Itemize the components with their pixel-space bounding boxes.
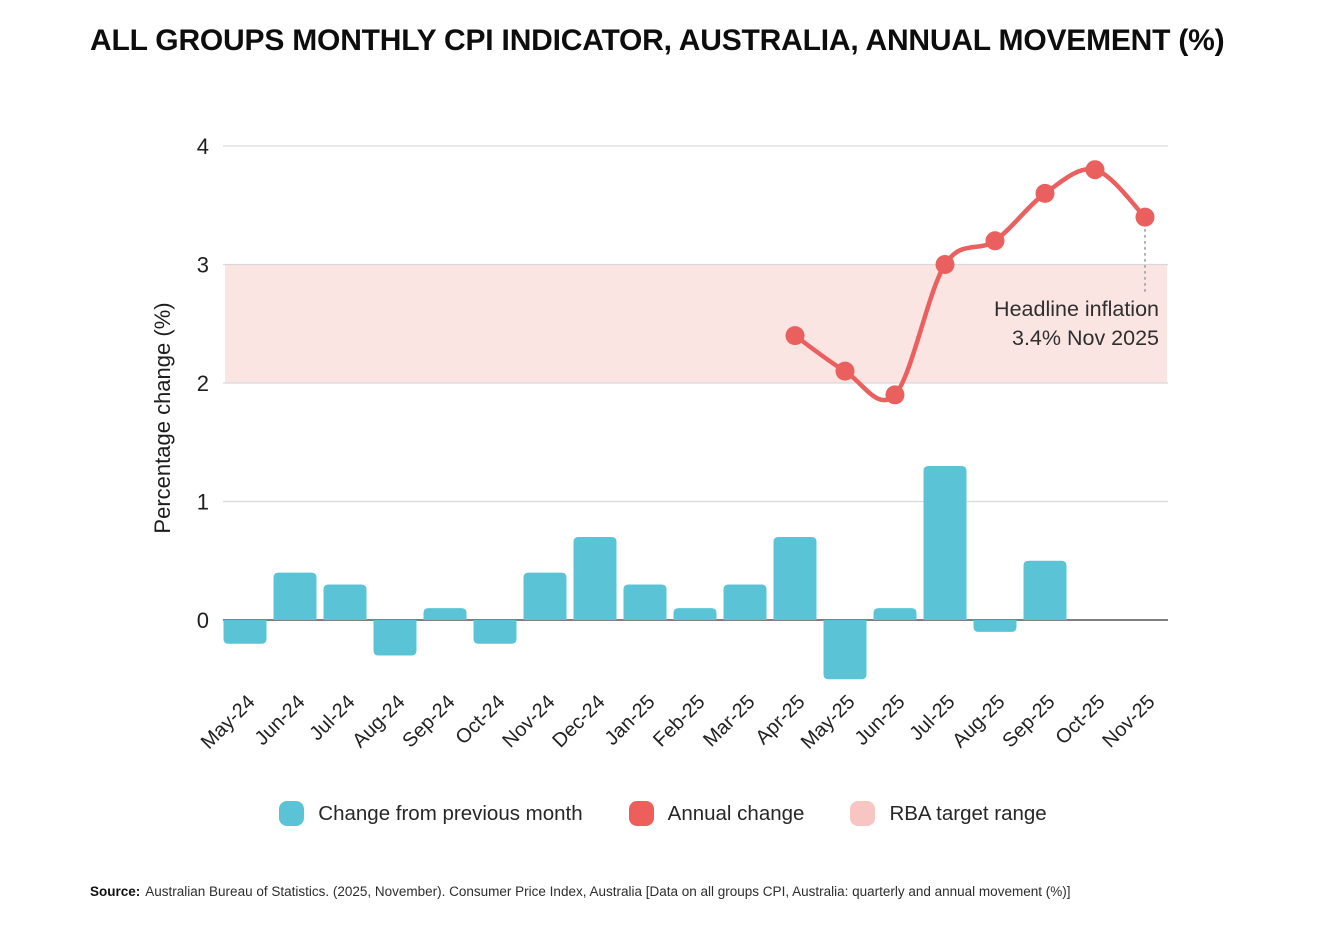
bar-Jun-25 xyxy=(873,608,917,620)
bar-Aug-24 xyxy=(373,620,417,656)
rba-band-rect xyxy=(225,264,1167,383)
x-tick-label: Sep-25 xyxy=(998,691,1059,752)
point-Sep-25 xyxy=(1035,183,1055,203)
bar-Sep-25 xyxy=(1023,560,1067,620)
bar-Nov-24 xyxy=(523,572,567,620)
legend-item-monthly-change: Change from previous month xyxy=(279,801,583,826)
x-tick-label: Jan-25 xyxy=(601,691,660,750)
x-tick-label: Aug-25 xyxy=(948,691,1009,752)
y-tick-label: 0 xyxy=(197,608,209,633)
legend-label: Change from previous month xyxy=(318,801,583,825)
x-axis-labels: May-24Jun-24Jul-24Aug-24Sep-24Oct-24Nov-… xyxy=(197,691,1160,754)
monthly-change-swatch-icon xyxy=(279,801,305,826)
bar-May-25 xyxy=(823,620,867,680)
x-tick-label: May-25 xyxy=(797,691,860,754)
bar-Aug-25 xyxy=(973,620,1017,632)
legend-label: RBA target range xyxy=(889,801,1047,825)
source-citation: Source: Australian Bureau of Statistics. … xyxy=(90,884,1270,899)
x-tick-label: Aug-24 xyxy=(348,691,409,752)
bar-Mar-25 xyxy=(723,584,767,620)
rba-range-swatch-icon xyxy=(850,801,876,826)
x-tick-label: Jun-25 xyxy=(851,691,910,750)
point-Jun-25 xyxy=(885,385,905,405)
bar-Feb-25 xyxy=(673,608,717,620)
y-axis-title: Percentage change (%) xyxy=(150,302,175,533)
bar-May-24 xyxy=(223,620,267,644)
source-text: Australian Bureau of Statistics. (2025, … xyxy=(145,884,1071,899)
source-label: Source: xyxy=(90,884,141,899)
monthly-change-bars xyxy=(223,465,1067,680)
x-tick-label: Jun-24 xyxy=(251,691,310,750)
y-tick-label: 3 xyxy=(197,253,209,278)
y-tick-label: 1 xyxy=(197,490,209,515)
x-tick-label: Nov-24 xyxy=(498,691,559,752)
bar-Sep-24 xyxy=(423,608,467,620)
y-tick-label: 2 xyxy=(197,371,209,396)
point-Apr-25 xyxy=(785,326,805,346)
annotation-line2: 3.4% Nov 2025 xyxy=(1012,326,1159,350)
point-Nov-25 xyxy=(1135,207,1155,227)
bar-Oct-24 xyxy=(473,620,517,644)
bar-Jul-25 xyxy=(923,465,967,620)
x-tick-label: Mar-25 xyxy=(699,691,759,751)
point-May-25 xyxy=(835,361,855,381)
legend-item-rba-range: RBA target range xyxy=(850,801,1047,826)
x-tick-label: Dec-24 xyxy=(548,691,609,752)
bar-Dec-24 xyxy=(573,537,617,620)
bar-Jan-25 xyxy=(623,584,667,620)
annotation-line1: Headline inflation xyxy=(994,297,1159,321)
page-title: ALL GROUPS MONTHLY CPI INDICATOR, AUSTRA… xyxy=(90,24,1225,57)
y-axis-labels: 0 1 2 3 4 xyxy=(197,134,209,633)
x-tick-label: Nov-25 xyxy=(1098,691,1159,752)
legend-label: Annual change xyxy=(667,801,805,825)
bar-Apr-25 xyxy=(773,537,817,620)
y-tick-label: 4 xyxy=(197,134,209,159)
x-tick-label: May-24 xyxy=(197,691,260,754)
point-Oct-25 xyxy=(1085,160,1105,180)
legend-item-annual-change: Annual change xyxy=(628,801,805,826)
point-Aug-25 xyxy=(985,231,1005,251)
chart-legend: Change from previous month Annual change… xyxy=(0,801,1326,826)
gridlines xyxy=(223,145,1168,621)
point-Jul-25 xyxy=(935,255,955,274)
rba-target-band xyxy=(225,264,1167,383)
x-tick-label: Feb-25 xyxy=(649,691,709,751)
annual-change-points xyxy=(785,160,1155,405)
bar-Jul-24 xyxy=(323,584,367,620)
x-tick-label: Sep-24 xyxy=(398,691,459,752)
bar-Jun-24 xyxy=(273,572,317,620)
annual-change-swatch-icon xyxy=(628,801,654,826)
